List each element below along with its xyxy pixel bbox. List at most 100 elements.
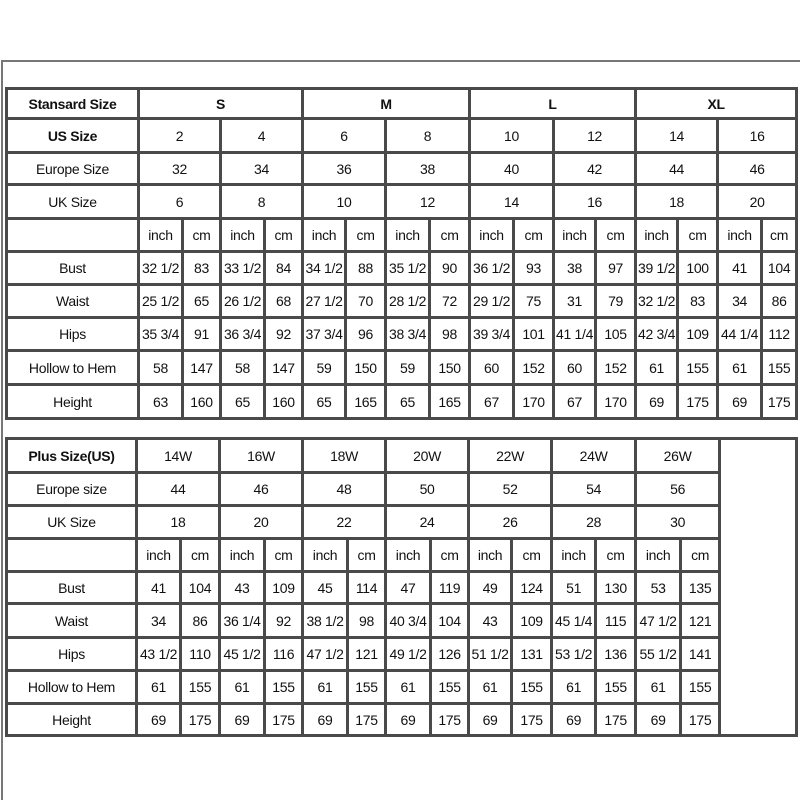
europe-size-value: 32 <box>137 151 222 186</box>
measurement-value: 86 <box>760 283 799 319</box>
measurement-value: 101 <box>512 316 556 352</box>
europe-size-value: 46 <box>218 471 305 507</box>
measurement-value: 69 <box>384 702 433 737</box>
measurement-value: 70 <box>344 283 388 319</box>
plus-size-table: Plus Size(US) 14W 16W 18W 20W 22W 24W 26W Europe… <box>5 437 799 737</box>
size-group-xl: XL <box>634 87 799 120</box>
measurement-value: 37 3/4 <box>301 316 348 352</box>
measurement-value: 39 1/2 <box>634 250 680 286</box>
measurement-value: 27 1/2 <box>301 283 348 319</box>
measurement-value: 61 <box>634 669 683 705</box>
measurement-value: 109 <box>263 570 305 605</box>
measurement-value: 43 <box>218 570 267 605</box>
measurement-value: 160 <box>262 383 305 420</box>
measurement-value: 25 1/2 <box>137 283 184 319</box>
europe-size-value: 40 <box>468 151 556 186</box>
uk-size-value: 26 <box>467 504 554 540</box>
measurement-value: 61 <box>218 669 267 705</box>
measurement-value: 36 3/4 <box>219 316 266 352</box>
measurement-value: 109 <box>510 602 554 639</box>
measurement-value: 41 1/4 <box>552 316 598 352</box>
measurement-value: 104 <box>760 250 799 286</box>
uk-size-value: 24 <box>384 504 471 540</box>
measurement-label: Hips <box>5 316 140 352</box>
measurement-value: 110 <box>178 636 222 672</box>
measurement-value: 155 <box>178 669 222 705</box>
uk-size-value: 16 <box>552 183 638 220</box>
measurement-value: 60 <box>552 349 598 386</box>
unit-cm: cm <box>346 537 388 573</box>
europe-size-row: Europe size 44 46 48 50 52 54 56 <box>5 471 797 507</box>
unit-cm: cm <box>510 537 554 573</box>
uk-size-row: UK Size 18 20 22 24 26 28 30 <box>5 504 797 540</box>
measurement-value: 45 <box>301 570 350 605</box>
europe-size-value: 38 <box>384 151 472 186</box>
measurement-value: 96 <box>344 316 388 352</box>
measurement-value: 121 <box>346 636 388 672</box>
measurement-value: 155 <box>676 349 720 386</box>
measurement-value: 69 <box>634 383 680 420</box>
measurement-row: Height 69 175 69 175 69 175 69 175 69 175 69 175 69 17… <box>5 702 797 737</box>
measurement-value: 98 <box>428 316 472 352</box>
measurement-label: Height <box>5 383 140 420</box>
europe-size-value: 34 <box>218 151 305 186</box>
measurement-value: 84 <box>262 250 305 286</box>
measurement-value: 33 1/2 <box>219 250 266 286</box>
unit-inch: inch <box>384 537 433 573</box>
plus-size-header-row: Plus Size(US) 14W 16W 18W 20W 22W 24W 26W <box>5 437 799 737</box>
measurement-value: 115 <box>594 602 638 639</box>
measurement-label: Hollow to Hem <box>5 669 138 705</box>
uk-size-value: 10 <box>301 183 388 220</box>
measurement-value: 58 <box>137 349 184 386</box>
measurement-value: 86 <box>178 602 222 639</box>
measurement-value: 104 <box>178 570 222 605</box>
measurement-value: 170 <box>594 383 638 420</box>
measurement-value: 75 <box>512 283 556 319</box>
unit-inch: inch <box>218 537 267 573</box>
us-size-value: 10 <box>468 117 556 154</box>
measurement-value: 135 <box>679 570 722 605</box>
measurement-value: 26 1/2 <box>219 283 266 319</box>
measurement-value: 116 <box>263 636 305 672</box>
measurement-value: 43 1/2 <box>135 636 182 672</box>
measurement-row: Waist 25 1/2 65 26 1/2 68 27 1/2 70 28 1/2 72 29 … <box>5 283 799 319</box>
measurement-value: 91 <box>181 316 222 352</box>
measurement-value: 58 <box>219 349 266 386</box>
measurement-value: 68 <box>262 283 305 319</box>
measurement-value: 119 <box>429 570 471 605</box>
measurement-value: 40 3/4 <box>384 602 433 639</box>
measurement-row: Hollow to Hem 61 155 61 155 61 155 61 155 61 155 61… <box>5 669 797 705</box>
empty-column <box>718 437 799 737</box>
measurement-row: Bust 41 104 43 109 45 114 47 119 49 124 51 130 53 135 <box>5 570 797 605</box>
standard-size-table: Stansard Size S M L XL US Size 2 4 6 8 10 12 14 16 Eur… <box>5 87 799 420</box>
measurement-value: 47 <box>384 570 433 605</box>
empty-cell <box>5 537 138 573</box>
measurement-value: 65 <box>219 383 266 420</box>
size-group-header-row: Stansard Size S M L XL <box>5 87 799 120</box>
measurement-value: 29 1/2 <box>468 283 516 319</box>
measurement-value: 152 <box>512 349 556 386</box>
unit-inch: inch <box>301 217 348 253</box>
unit-cm: cm <box>344 217 388 253</box>
unit-cm: cm <box>178 537 222 573</box>
measurement-value: 175 <box>178 702 222 737</box>
uk-size-row: UK Size 6 8 10 12 14 16 18 20 <box>5 183 799 220</box>
us-size-label: US Size <box>5 117 140 154</box>
measurement-row: Hips 35 3/4 91 36 3/4 92 37 3/4 96 38 3/4 98 39 3… <box>5 316 799 352</box>
europe-size-value: 56 <box>634 471 722 507</box>
unit-cm: cm <box>429 537 471 573</box>
us-size-value: 2 <box>137 117 222 154</box>
uk-size-label: UK Size <box>5 183 140 220</box>
measurement-value: 150 <box>344 349 388 386</box>
measurement-value: 104 <box>429 602 471 639</box>
measurement-value: 121 <box>679 602 722 639</box>
measurement-value: 61 <box>467 669 514 705</box>
measurement-value: 147 <box>181 349 222 386</box>
europe-size-value: 52 <box>467 471 554 507</box>
measurement-label: Waist <box>5 283 140 319</box>
measurement-value: 131 <box>510 636 554 672</box>
plus-size-value: 26W <box>634 437 722 474</box>
measurement-value: 36 1/4 <box>218 602 267 639</box>
plus-size-value: 20W <box>384 437 471 474</box>
measurement-value: 165 <box>428 383 472 420</box>
